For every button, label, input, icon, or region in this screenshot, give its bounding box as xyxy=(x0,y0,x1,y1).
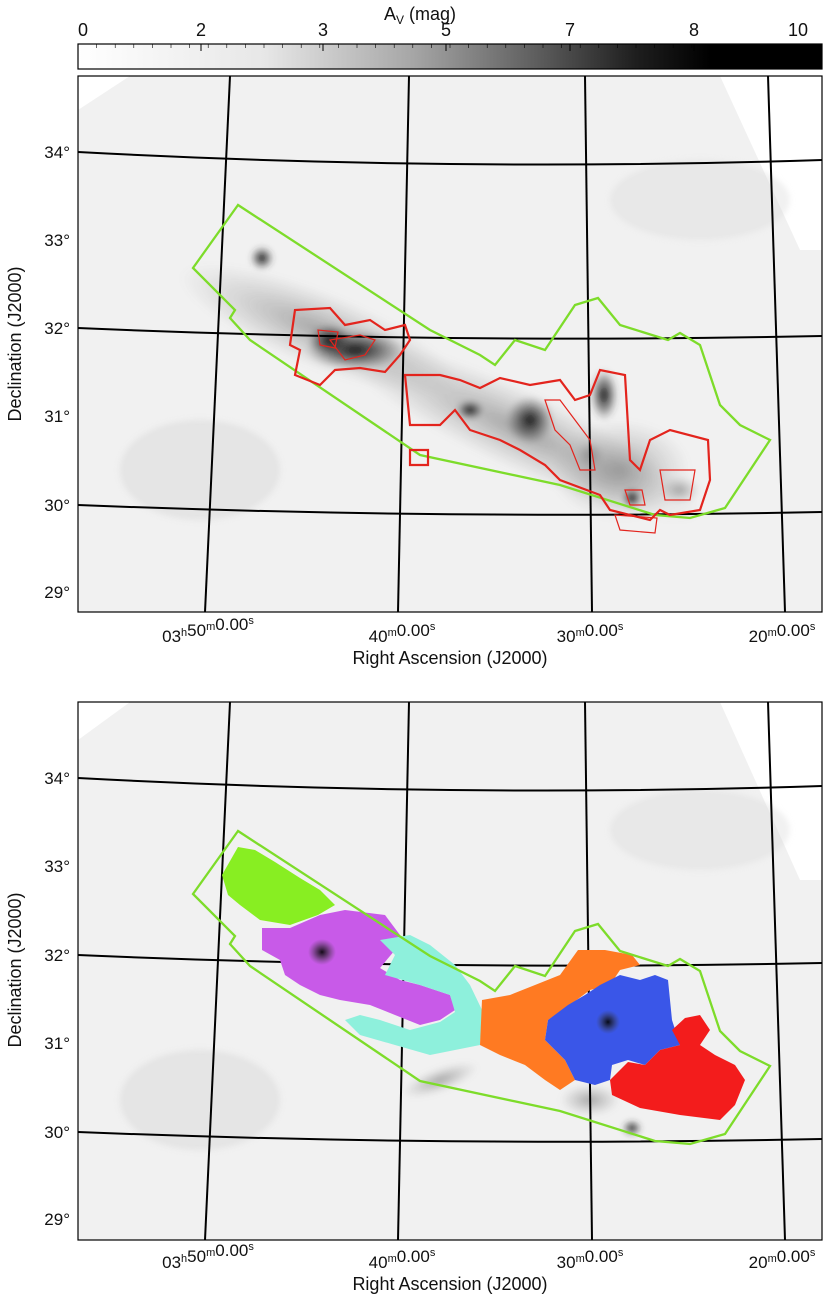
x-tick-label: 20m0.00s xyxy=(749,621,816,646)
top-map-image xyxy=(78,76,822,612)
y-tick-label: 29° xyxy=(44,1210,70,1229)
bottom-y-tick-labels: 34° 33° 32° 31° 30° 29° xyxy=(44,769,70,1229)
bottom-y-axis-title: Declination (J2000) xyxy=(5,892,25,1047)
region-red xyxy=(610,1015,745,1120)
top-frame xyxy=(77,75,823,613)
panel-bottom: 34° 33° 32° 31° 30° 29° 03h50m0.00s 40m0.00s 30… xyxy=(5,701,823,1294)
colorbar-tick-label: 8 xyxy=(689,20,699,40)
y-tick-label: 32° xyxy=(44,946,70,965)
colorbar-tick-label: 0 xyxy=(78,20,88,40)
y-tick-label: 33° xyxy=(44,231,70,250)
y-tick-label: 30° xyxy=(44,496,70,515)
colorbar-tick-label: 2 xyxy=(196,20,206,40)
bottom-survey-outline xyxy=(191,829,772,1146)
y-tick-label: 30° xyxy=(44,1123,70,1142)
y-tick-label: 34° xyxy=(44,769,70,788)
x-tick-label: 20m0.00s xyxy=(749,1247,816,1272)
top-survey-outline xyxy=(191,203,772,520)
region-green xyxy=(222,847,335,925)
bottom-x-tick-labels: 03h50m0.00s 40m0.00s 30m0.00s 20m0.00s xyxy=(162,1241,816,1272)
region-magenta xyxy=(262,910,455,1025)
x-tick-label: 03h50m0.00s xyxy=(162,1241,254,1272)
bottom-frame xyxy=(77,701,823,1241)
colorbar-ticks: 0 2 3 5 7 8 10 xyxy=(77,20,809,51)
top-y-axis-title: Declination (J2000) xyxy=(5,266,25,421)
y-tick-label: 34° xyxy=(44,143,70,162)
colorbar-gradient xyxy=(77,43,823,70)
bottom-regions xyxy=(222,847,745,1120)
top-y-tick-labels: 34° 33° 32° 31° 30° 29° xyxy=(44,143,70,602)
colorbar-title: AV (mag) xyxy=(384,4,456,27)
x-tick-label: 03h50m0.00s xyxy=(162,615,254,646)
y-tick-label: 33° xyxy=(44,857,70,876)
y-tick-label: 31° xyxy=(44,407,70,426)
x-tick-label: 30m0.00s xyxy=(557,621,624,646)
bottom-x-axis-title: Right Ascension (J2000) xyxy=(352,1274,547,1294)
x-tick-label: 30m0.00s xyxy=(557,1247,624,1272)
x-tick-label: 40m0.00s xyxy=(369,621,436,646)
colorbar-tick-label: 10 xyxy=(788,20,808,40)
colorbar-tick-label: 3 xyxy=(318,20,328,40)
colorbar-tick-label: 5 xyxy=(441,20,451,40)
y-tick-label: 29° xyxy=(44,583,70,602)
bottom-map-image xyxy=(78,702,822,1240)
y-tick-label: 32° xyxy=(44,319,70,338)
x-tick-label: 40m0.00s xyxy=(369,1247,436,1272)
panel-top: 34° 33° 32° 31° 30° 29° 03h50m0.00s 40m0.00s 30… xyxy=(5,75,823,668)
y-tick-label: 31° xyxy=(44,1034,70,1053)
colorbar: AV (mag) 0 2 3 5 7 8 10 xyxy=(77,4,823,70)
colorbar-tick-label: 7 xyxy=(565,20,575,40)
top-contours xyxy=(288,306,712,534)
top-x-axis-title: Right Ascension (J2000) xyxy=(352,648,547,668)
top-grid xyxy=(78,76,822,612)
top-x-tick-labels: 03h50m0.00s 40m0.00s 30m0.00s 20m0.00s xyxy=(162,615,816,646)
